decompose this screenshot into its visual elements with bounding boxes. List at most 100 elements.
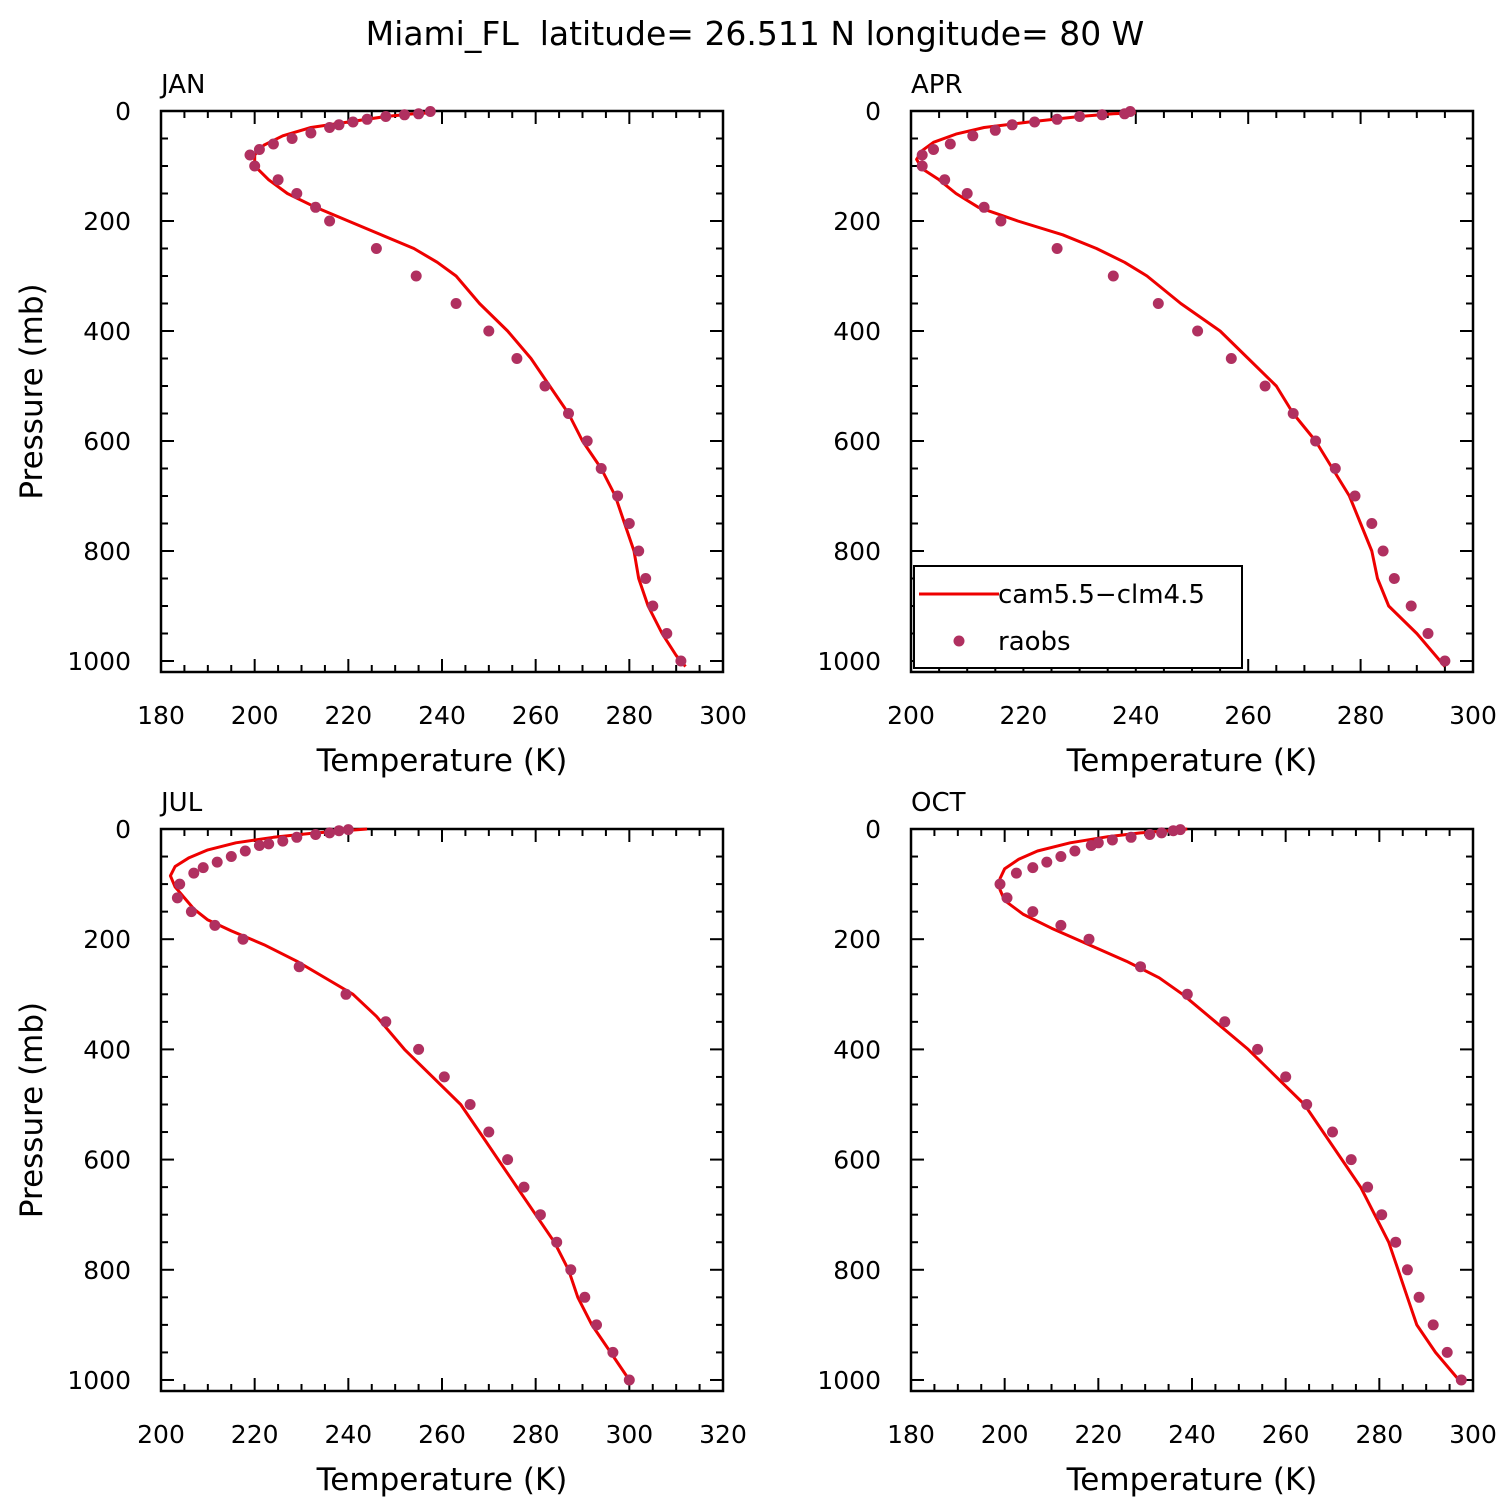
panels-container: JAN 180 200 220 240 260 280 300 0 200 400 600 800 100… — [14, 70, 1497, 1498]
raobs-marker — [263, 838, 275, 850]
raobs-marker — [171, 892, 183, 904]
raobs-marker — [563, 408, 574, 419]
raobs-marker — [286, 133, 298, 144]
raobs-marker — [211, 856, 223, 868]
y-tick-label: 600 — [83, 427, 131, 456]
plot-frame — [159, 827, 725, 1393]
raobs-marker — [450, 298, 462, 309]
raobs-marker — [633, 545, 645, 557]
raobs-marker — [225, 851, 237, 862]
legend-box — [913, 565, 1243, 669]
x-tick-label: 220 — [1074, 1420, 1122, 1449]
raobs-marker — [1107, 270, 1119, 282]
raobs-marker — [994, 878, 1006, 890]
raobs-marker — [1422, 628, 1434, 639]
raobs-marker — [1427, 1319, 1439, 1331]
panel-label: APR — [911, 70, 963, 100]
x-tick-label: 240 — [1112, 701, 1160, 730]
y-tick-label: 1000 — [817, 1366, 881, 1395]
raobs-marker — [1280, 1071, 1292, 1083]
raobs-marker — [581, 435, 593, 447]
raobs-marker — [989, 124, 1001, 136]
raobs-marker — [244, 149, 256, 161]
x-axis-title: Temperature (K) — [1066, 1462, 1318, 1498]
raobs-marker — [1405, 600, 1417, 612]
raobs-marker — [324, 215, 336, 227]
raobs-marker — [291, 831, 303, 843]
raobs-marker — [1156, 827, 1168, 839]
raobs-marker — [380, 111, 392, 122]
x-tick-label: 280 — [605, 701, 653, 730]
raobs-marker — [978, 201, 990, 213]
raobs-marker — [1192, 325, 1204, 337]
y-tick-label: 0 — [865, 815, 881, 844]
y-tick-label: 1000 — [67, 1366, 131, 1395]
x-tick-label: 200 — [887, 701, 935, 730]
raobs-marker — [267, 138, 279, 150]
y-tick-label: 400 — [83, 317, 131, 346]
raobs-marker — [413, 1043, 425, 1055]
y-tick-label: 1000 — [67, 647, 131, 676]
raobs-marker — [291, 188, 303, 199]
panel-jul: JUL 200 220 240 260 280 300 320 0 200 400 600 800 100… — [14, 788, 747, 1498]
raobs-marker — [1051, 113, 1063, 125]
raobs-marker — [539, 380, 551, 392]
raobs-marker — [939, 174, 951, 186]
raobs-marker — [237, 933, 249, 945]
y-tick-label: 200 — [833, 925, 881, 954]
raobs-marker — [188, 867, 200, 879]
model-profile-line — [168, 827, 631, 1381]
raobs-marker — [424, 106, 436, 117]
x-tick-label: 240 — [1168, 1420, 1216, 1449]
panel-label: JAN — [159, 70, 205, 100]
y-axis-title: Pressure (mb) — [14, 283, 50, 499]
raobs-marker — [209, 919, 221, 931]
raobs-marker — [607, 1346, 619, 1358]
raobs-marker — [253, 144, 265, 155]
legend: cam5.5−clm4.5 raobs — [913, 565, 1243, 669]
x-tick-label: 300 — [699, 701, 747, 730]
raobs-marker — [1010, 867, 1022, 879]
y-tick-label: 200 — [83, 207, 131, 236]
raobs-marker — [1219, 1016, 1231, 1028]
plot-frame — [159, 109, 725, 674]
raobs-marker — [511, 353, 523, 364]
raobs-marker — [1006, 119, 1018, 131]
raobs-marker — [483, 1126, 495, 1138]
raobs-marker — [1144, 829, 1156, 840]
raobs-marker — [249, 160, 261, 172]
legend-marker-swatch — [953, 635, 965, 647]
x-tick-label: 280 — [1355, 1420, 1403, 1449]
x-tick-label: 260 — [1224, 701, 1272, 730]
raobs-marker — [333, 119, 345, 131]
raobs-marker — [1345, 1154, 1357, 1166]
raobs-marker — [1069, 845, 1081, 857]
y-tick-label: 200 — [83, 925, 131, 954]
raobs-marker — [967, 130, 979, 142]
raobs-marker — [293, 961, 305, 973]
raobs-marker — [305, 127, 317, 139]
raobs-marker — [1051, 243, 1063, 254]
x-tick-label: 220 — [231, 1420, 279, 1449]
y-tick-label: 0 — [115, 97, 131, 126]
raobs-marker — [595, 463, 607, 474]
x-tick-label: 320 — [699, 1420, 747, 1449]
raobs-marker — [502, 1154, 514, 1166]
x-tick-label: 180 — [887, 1420, 935, 1449]
x-tick-label: 200 — [231, 701, 279, 730]
x-tick-label: 180 — [137, 701, 185, 730]
raobs-marker — [1181, 988, 1193, 1000]
raobs-marker — [1055, 851, 1067, 862]
x-tick-label: 260 — [1262, 1420, 1310, 1449]
raobs-marker — [1085, 840, 1097, 851]
raobs-marker — [1329, 463, 1341, 474]
raobs-marker — [1167, 825, 1179, 837]
raobs-marker — [579, 1291, 591, 1303]
x-tick-label: 200 — [981, 1420, 1029, 1449]
raobs-marker — [1259, 380, 1271, 392]
raobs-marker — [310, 829, 322, 840]
raobs-marker — [647, 600, 659, 612]
raobs-marker — [1252, 1043, 1264, 1055]
x-tick-label: 260 — [418, 1420, 466, 1449]
y-tick-label: 800 — [83, 537, 131, 566]
